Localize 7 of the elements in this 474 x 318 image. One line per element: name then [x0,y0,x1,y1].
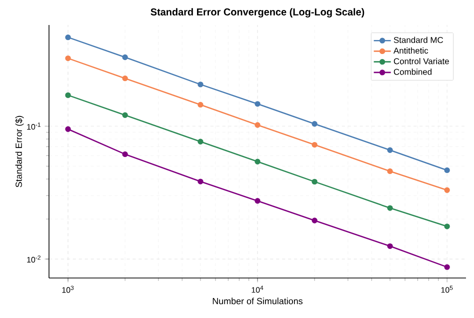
legend-label: Control Variate [394,58,449,64]
legend-label: Standard MC [394,36,444,43]
chart-title: Standard Error Convergence (Log-Log Scale) [150,8,364,18]
x-axis-title: Number of Simulations [212,298,303,304]
legend-label: Combined [394,68,432,75]
legend-label: Antithetic [393,47,428,54]
y-axis-title: Standard Error ($) [15,116,24,188]
